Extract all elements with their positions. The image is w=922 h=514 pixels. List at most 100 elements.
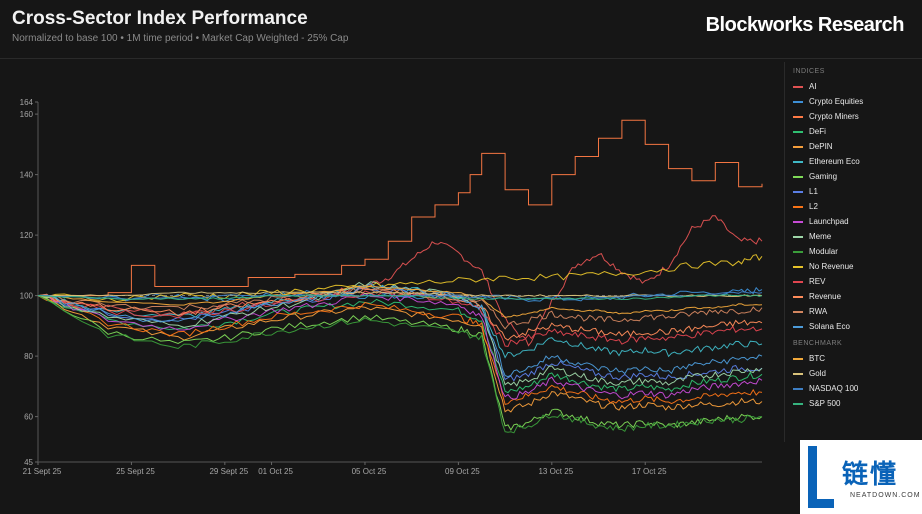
x-tick-label: 29 Sept 25 (209, 467, 248, 476)
legend-item-modular[interactable]: Modular (793, 244, 915, 259)
legend-item-btc[interactable]: BTC (793, 351, 915, 366)
legend-swatch (793, 205, 803, 208)
legend-swatch (793, 250, 803, 253)
chart-legend: INDICES AI Crypto Equities Crypto Miners De… (784, 62, 915, 442)
legend-section-indices: INDICES (793, 68, 825, 75)
page-title: Cross-Sector Index Performance (12, 8, 308, 29)
legend-label: Ethereum Eco (809, 157, 860, 166)
legend-swatch (793, 402, 803, 405)
legend-item-rwa[interactable]: RWA (793, 304, 915, 319)
legend-item-ethereum-eco[interactable]: Ethereum Eco (793, 154, 915, 169)
legend-label: RWA (809, 307, 828, 316)
legend-label: DeFi (809, 127, 826, 136)
legend-label: Revenue (809, 292, 842, 301)
legend-swatch (793, 372, 803, 375)
legend-benchmark-list: BTC Gold NASDAQ 100 S&P 500 (785, 351, 915, 411)
legend-item-depin[interactable]: DePIN (793, 139, 915, 154)
legend-item-no-revenue[interactable]: No Revenue (793, 259, 915, 274)
legend-label: L1 (809, 187, 818, 196)
legend-label: Crypto Miners (809, 112, 859, 121)
legend-swatch (793, 357, 803, 360)
legend-item-meme[interactable]: Meme (793, 229, 915, 244)
legend-swatch (793, 295, 803, 298)
legend-indices-list: AI Crypto Equities Crypto Miners DeFi DePIN E… (785, 79, 915, 334)
legend-label: No Revenue (809, 262, 854, 271)
legend-swatch (793, 280, 803, 283)
y-tick-label: 100 (20, 292, 34, 301)
legend-item-crypto-equities[interactable]: Crypto Equities (793, 94, 915, 109)
legend-label: AI (809, 82, 817, 91)
legend-swatch (793, 175, 803, 178)
x-tick-label: 05 Oct 25 (352, 467, 387, 476)
legend-label: Gold (809, 369, 826, 378)
legend-swatch (793, 115, 803, 118)
legend-section-benchmark: BENCHMARK (793, 340, 843, 347)
series-line-ethereum-eco (37, 284, 763, 359)
legend-swatch (793, 100, 803, 103)
legend-label: Crypto Equities (809, 97, 864, 106)
legend-label: S&P 500 (809, 399, 841, 408)
y-tick-label: 120 (20, 231, 34, 240)
legend-item-ai[interactable]: AI (793, 79, 915, 94)
legend-label: DePIN (809, 142, 833, 151)
watermark-subtext: NEATDOWN.COM (850, 492, 921, 499)
legend-item-rev[interactable]: REV (793, 274, 915, 289)
line-chart: 45 60 80 100 120 140 160 164 21 Sept 25 25 Sept 2… (20, 98, 763, 476)
legend-swatch (793, 235, 803, 238)
series-line-gaming (37, 295, 763, 431)
legend-swatch (793, 130, 803, 133)
legend-label: Launchpad (809, 217, 849, 226)
x-tick-label: 09 Oct 25 (445, 467, 480, 476)
legend-item-s-p-500[interactable]: S&P 500 (793, 396, 915, 411)
legend-item-gaming[interactable]: Gaming (793, 169, 915, 184)
x-tick-label: 25 Sept 25 (116, 467, 155, 476)
legend-item-launchpad[interactable]: Launchpad (793, 214, 915, 229)
legend-swatch (793, 265, 803, 268)
legend-label: BTC (809, 354, 825, 363)
legend-swatch (793, 190, 803, 193)
legend-swatch (793, 145, 803, 148)
brand-logo-text: Blockworks Research (705, 14, 905, 36)
series-line-depin (37, 295, 763, 413)
legend-item-l2[interactable]: L2 (793, 199, 915, 214)
legend-label: Modular (809, 247, 838, 256)
legend-label: L2 (809, 202, 818, 211)
series-line-rev (37, 290, 763, 348)
x-tick-label: 21 Sept 25 (23, 467, 62, 476)
series-line-gold (37, 291, 763, 298)
legend-item-l1[interactable]: L1 (793, 184, 915, 199)
legend-swatch (793, 325, 803, 328)
watermark-logo: 链懂 NEATDOWN.COM (800, 440, 922, 514)
x-tick-label: 01 Oct 25 (258, 467, 293, 476)
y-tick-label: 164 (20, 98, 34, 107)
legend-label: Meme (809, 232, 832, 241)
page-subtitle: Normalized to base 100 • 1M time period … (12, 33, 349, 44)
series-line-launchpad (38, 293, 763, 400)
legend-item-revenue[interactable]: Revenue (793, 289, 915, 304)
legend-swatch (793, 220, 803, 223)
x-tick-label: 17 Oct 25 (632, 467, 667, 476)
legend-item-gold[interactable]: Gold (793, 366, 915, 381)
chart-series-lines (37, 119, 763, 434)
legend-label: Gaming (809, 172, 838, 181)
series-line-s-p-500 (37, 294, 763, 301)
series-line-modular (37, 295, 763, 434)
series-line-rwa (37, 286, 763, 330)
legend-item-nasdaq-100[interactable]: NASDAQ 100 (793, 381, 915, 396)
series-line-crypto-miners (38, 119, 763, 297)
watermark-l-icon (808, 446, 834, 508)
x-tick-label: 13 Oct 25 (538, 467, 573, 476)
legend-label: NASDAQ 100 (809, 384, 859, 393)
series-line-meme (37, 281, 763, 387)
legend-swatch (793, 310, 803, 313)
y-tick-label: 60 (24, 413, 33, 422)
legend-label: Solana Eco (809, 322, 850, 331)
series-line-btc (37, 285, 763, 319)
y-tick-label: 160 (20, 110, 34, 119)
legend-label: REV (809, 277, 826, 286)
y-tick-label: 140 (20, 171, 34, 180)
legend-item-defi[interactable]: DeFi (793, 124, 915, 139)
legend-item-solana-eco[interactable]: Solana Eco (793, 319, 915, 334)
legend-item-crypto-miners[interactable]: Crypto Miners (793, 109, 915, 124)
y-tick-label: 80 (24, 352, 33, 361)
